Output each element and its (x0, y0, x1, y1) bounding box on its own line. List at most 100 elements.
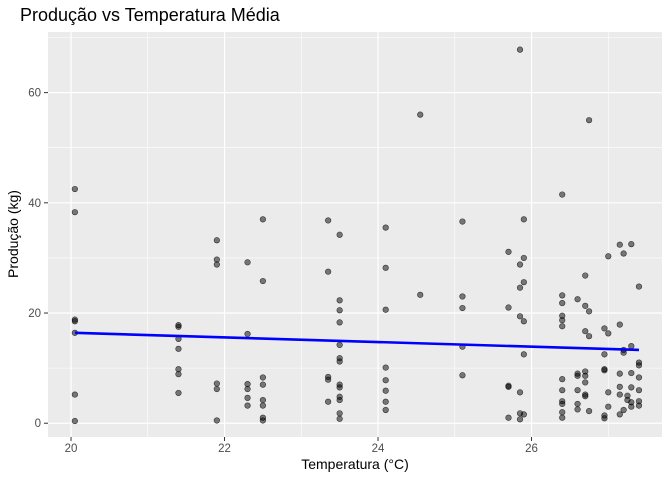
data-point (601, 415, 608, 422)
y-tick-label: 0 (35, 418, 41, 430)
data-point (244, 330, 251, 338)
data-point (520, 351, 527, 358)
data-point (213, 417, 220, 424)
data-point (505, 414, 512, 421)
data-point (459, 372, 466, 379)
data-point (635, 402, 643, 409)
data-point (382, 398, 389, 405)
data-point (520, 216, 527, 223)
data-point (382, 364, 389, 371)
data-point (520, 254, 527, 262)
data-point (244, 259, 251, 266)
plot-panel (48, 32, 662, 437)
data-point (516, 416, 524, 423)
data-point (213, 237, 220, 244)
data-point (635, 374, 643, 381)
data-point (244, 394, 251, 401)
data-point (628, 342, 635, 350)
data-point (71, 185, 78, 193)
data-points (71, 46, 643, 425)
data-point (259, 381, 267, 388)
data-point (574, 387, 581, 394)
y-tick-label: 20 (28, 308, 41, 320)
data-point (616, 383, 623, 390)
data-point (605, 389, 612, 396)
data-point (71, 318, 78, 325)
data-point (559, 414, 566, 421)
data-point (520, 279, 527, 286)
data-point (336, 415, 343, 422)
data-point (574, 372, 581, 379)
data-point (616, 411, 623, 418)
data-point (582, 393, 589, 400)
data-point (244, 385, 251, 393)
data-point (616, 241, 623, 248)
data-point (244, 402, 251, 409)
data-point (382, 406, 389, 414)
grid-minor (48, 32, 662, 437)
data-point (582, 272, 589, 279)
data-point (259, 277, 267, 285)
data-point (574, 400, 581, 408)
data-point (71, 391, 78, 398)
data-point (459, 304, 466, 312)
data-point (336, 231, 343, 238)
data-point (559, 323, 566, 330)
data-point (213, 385, 220, 393)
data-point (71, 417, 78, 425)
data-point (582, 328, 589, 335)
data-point (505, 304, 512, 311)
data-point (459, 218, 466, 225)
data-point (505, 248, 512, 255)
trend-line (74, 331, 640, 352)
data-point (605, 253, 612, 260)
data-point (559, 387, 566, 394)
data-point (520, 411, 527, 418)
data-point (459, 293, 466, 300)
data-point (628, 369, 635, 377)
data-point (382, 264, 389, 271)
data-point (585, 117, 593, 124)
data-point (259, 402, 267, 409)
x-tick-label: 20 (65, 443, 78, 455)
data-point (559, 400, 566, 408)
data-point (175, 371, 182, 378)
data-point (325, 398, 332, 405)
data-point (417, 291, 424, 298)
data-point (336, 384, 343, 391)
data-point (382, 387, 389, 394)
data-point (259, 396, 267, 404)
data-point (336, 396, 343, 404)
data-point (559, 191, 566, 198)
data-point (516, 313, 524, 320)
data-point (175, 323, 182, 330)
y-tick-label: 40 (28, 198, 41, 210)
data-point (175, 389, 182, 397)
data-point (605, 403, 612, 410)
x-tick-label: 26 (525, 443, 538, 455)
data-point (417, 111, 424, 118)
grid-major (48, 32, 662, 437)
data-point (585, 408, 593, 415)
data-point (175, 345, 182, 352)
chart-title: Produção vs Temperatura Média (20, 5, 281, 25)
data-point (336, 297, 343, 304)
data-point (601, 351, 608, 358)
x-axis-title: Temperatura (°C) (301, 456, 409, 472)
data-point (516, 389, 524, 396)
data-point (213, 380, 220, 387)
data-point (559, 300, 566, 307)
data-point (574, 296, 581, 303)
y-axis-title: Produção (kg) (5, 190, 21, 278)
data-point (620, 250, 627, 257)
data-point (585, 308, 593, 315)
data-point (336, 358, 343, 365)
data-point (559, 376, 566, 383)
y-tick-label: 60 (28, 88, 41, 100)
data-point (616, 370, 623, 377)
data-point (582, 379, 589, 386)
data-point (616, 391, 623, 398)
data-point (259, 417, 267, 424)
data-point (505, 383, 512, 390)
